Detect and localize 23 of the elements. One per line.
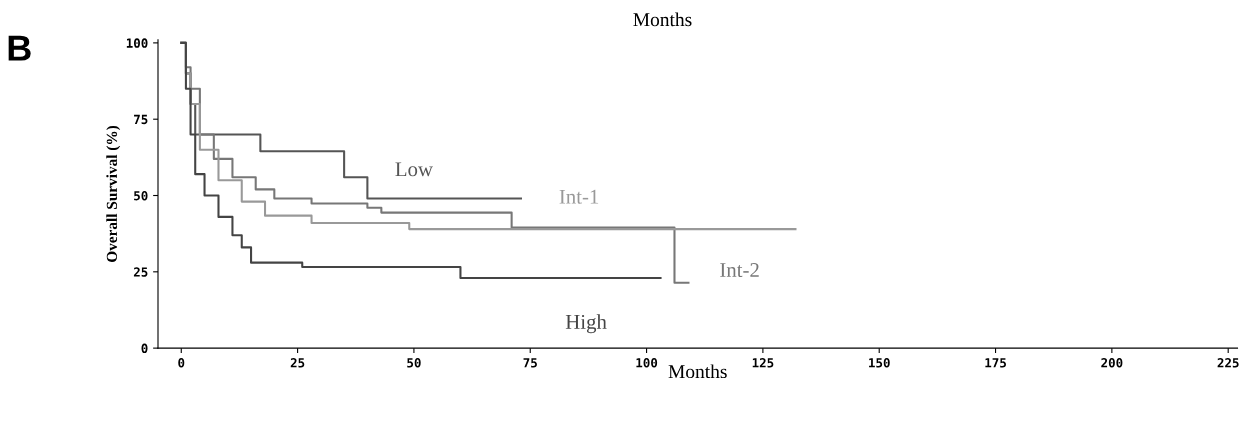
x-tick-label: 125 [752,358,774,368]
x-tick-label: 150 [869,358,890,368]
series-label: Int-1 [559,189,599,204]
x-tick-label: 175 [985,358,1006,368]
x-tick-label: 200 [1101,358,1123,368]
x-tick-label: 225 [1217,358,1239,368]
x-tick-label: 0 [178,358,185,368]
y-tick-label: 100 [126,38,148,48]
text: B [8,35,31,61]
series-label: Int-2 [720,263,759,278]
x-tick-label: 75 [523,358,537,368]
x-tick-label: 50 [407,358,421,368]
x-tick-label: 25 [290,358,305,368]
text: Months [633,12,692,27]
y-tick-label: 25 [133,267,148,277]
series-label: High [565,314,607,334]
x-tick-label: 100 [636,358,658,368]
y-tick-label: 0 [141,343,148,354]
series-label: Low [395,162,433,177]
x-axis-title: Months [668,364,727,379]
y-axis-title: Overall Survival (%) [106,125,121,262]
y-tick-label: 75 [134,114,148,125]
y-tick-label: 50 [134,190,148,201]
